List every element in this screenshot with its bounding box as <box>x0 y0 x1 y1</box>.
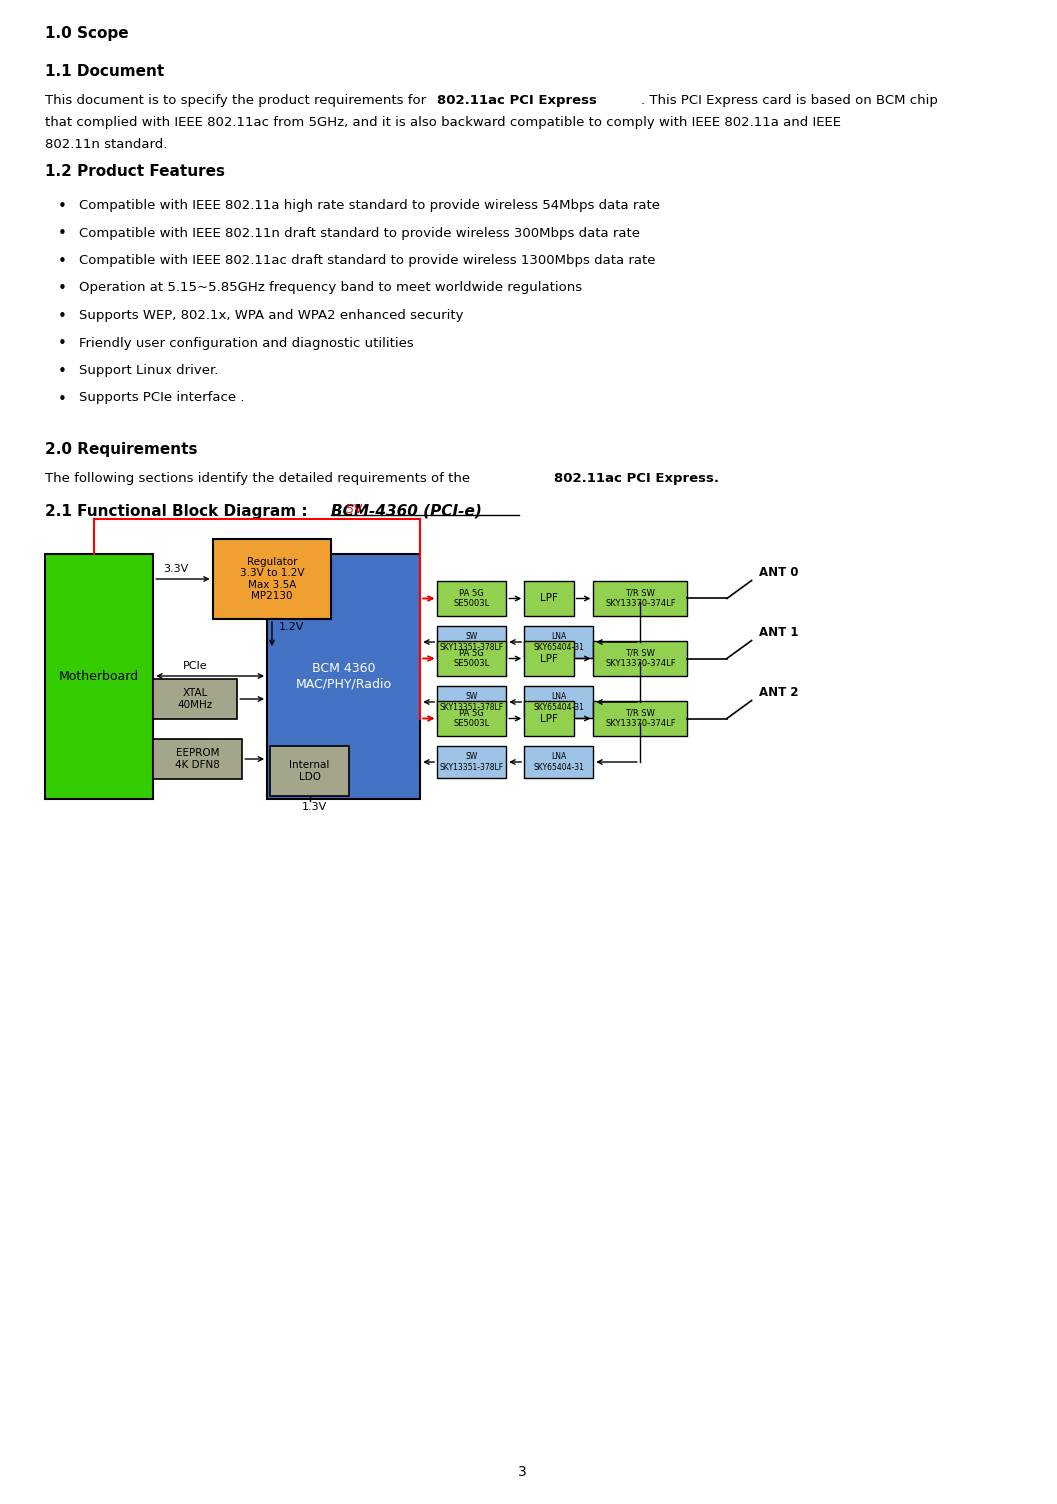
Text: that complied with IEEE 802.11ac from 5GHz, and it is also backward compatible t: that complied with IEEE 802.11ac from 5G… <box>44 116 840 129</box>
Text: 5V: 5V <box>346 502 363 516</box>
Text: Supports PCIe interface .: Supports PCIe interface . <box>79 391 244 405</box>
Text: LPF: LPF <box>540 654 558 663</box>
Text: This document is to specify the product requirements for: This document is to specify the product … <box>44 93 430 107</box>
Text: Compatible with IEEE 802.11n draft standard to provide wireless 300Mbps data rat: Compatible with IEEE 802.11n draft stand… <box>79 227 641 239</box>
Text: •: • <box>57 254 67 269</box>
Text: Compatible with IEEE 802.11ac draft standard to provide wireless 1300Mbps data r: Compatible with IEEE 802.11ac draft stan… <box>79 254 655 268</box>
Text: PA 5G
SE5003L: PA 5G SE5003L <box>453 648 489 668</box>
Text: XTAL
40MHz: XTAL 40MHz <box>178 689 212 710</box>
FancyBboxPatch shape <box>524 641 574 675</box>
Text: BCM-4360 (PCI-e): BCM-4360 (PCI-e) <box>331 504 482 519</box>
FancyBboxPatch shape <box>44 553 153 799</box>
Text: 1.2 Product Features: 1.2 Product Features <box>44 164 224 179</box>
Text: 3.3V: 3.3V <box>163 564 188 575</box>
Text: LPF: LPF <box>540 713 558 723</box>
Text: 802.11n standard.: 802.11n standard. <box>44 138 167 150</box>
Text: T/R SW
SKY13370-374LF: T/R SW SKY13370-374LF <box>605 648 675 668</box>
FancyBboxPatch shape <box>438 686 506 717</box>
Text: 1.2V: 1.2V <box>279 623 304 632</box>
FancyBboxPatch shape <box>593 581 687 617</box>
Text: LNA
SKY65404-31: LNA SKY65404-31 <box>534 632 585 651</box>
Text: Supports WEP, 802.1x, WPA and WPA2 enhanced security: Supports WEP, 802.1x, WPA and WPA2 enhan… <box>79 308 464 322</box>
FancyBboxPatch shape <box>524 626 593 657</box>
FancyBboxPatch shape <box>524 686 593 717</box>
Text: Friendly user configuration and diagnostic utilities: Friendly user configuration and diagnost… <box>79 337 414 349</box>
Text: •: • <box>57 337 67 352</box>
Text: SW
SKY13351-378LF: SW SKY13351-378LF <box>440 752 504 772</box>
FancyBboxPatch shape <box>438 746 506 778</box>
Text: SW
SKY13351-378LF: SW SKY13351-378LF <box>440 632 504 651</box>
Text: PA 5G
SE5003L: PA 5G SE5003L <box>453 588 489 608</box>
FancyBboxPatch shape <box>524 701 574 735</box>
FancyBboxPatch shape <box>438 701 506 735</box>
FancyBboxPatch shape <box>270 746 349 796</box>
Text: •: • <box>57 227 67 242</box>
Text: Motherboard: Motherboard <box>59 669 138 683</box>
Text: •: • <box>57 281 67 296</box>
Text: •: • <box>57 199 67 214</box>
Text: LNA
SKY65404-31: LNA SKY65404-31 <box>534 752 585 772</box>
FancyBboxPatch shape <box>438 641 506 675</box>
Text: LPF: LPF <box>540 594 558 603</box>
Text: . This PCI Express card is based on BCM chip: . This PCI Express card is based on BCM … <box>641 93 938 107</box>
Text: T/R SW
SKY13370-374LF: T/R SW SKY13370-374LF <box>605 708 675 728</box>
Text: 802.11ac PCI Express: 802.11ac PCI Express <box>438 93 597 107</box>
Text: The following sections identify the detailed requirements of the: The following sections identify the deta… <box>44 472 474 484</box>
Text: PCIe: PCIe <box>183 660 207 671</box>
Text: Regulator
3.3V to 1.2V
Max 3.5A
MP2130: Regulator 3.3V to 1.2V Max 3.5A MP2130 <box>240 556 304 602</box>
Text: 3: 3 <box>518 1465 527 1478</box>
FancyBboxPatch shape <box>524 581 574 617</box>
Text: Operation at 5.15~5.85GHz frequency band to meet worldwide regulations: Operation at 5.15~5.85GHz frequency band… <box>79 281 582 295</box>
Text: PA 5G
SE5003L: PA 5G SE5003L <box>453 708 489 728</box>
Text: •: • <box>57 308 67 323</box>
FancyBboxPatch shape <box>593 701 687 735</box>
Text: ANT 1: ANT 1 <box>760 627 799 639</box>
Text: 802.11ac PCI Express.: 802.11ac PCI Express. <box>554 472 719 484</box>
Text: EEPROM
4K DFN8: EEPROM 4K DFN8 <box>175 747 220 770</box>
FancyBboxPatch shape <box>212 538 331 620</box>
Text: Internal
LDO: Internal LDO <box>290 760 330 782</box>
Text: Compatible with IEEE 802.11a high rate standard to provide wireless 54Mbps data : Compatible with IEEE 802.11a high rate s… <box>79 199 661 212</box>
Text: LNA
SKY65404-31: LNA SKY65404-31 <box>534 692 585 711</box>
FancyBboxPatch shape <box>153 738 242 779</box>
Text: T/R SW
SKY13370-374LF: T/R SW SKY13370-374LF <box>605 588 675 608</box>
FancyBboxPatch shape <box>153 678 238 719</box>
Text: •: • <box>57 391 67 406</box>
FancyBboxPatch shape <box>438 581 506 617</box>
Text: ANT 2: ANT 2 <box>760 686 799 699</box>
FancyBboxPatch shape <box>438 626 506 657</box>
Text: SW
SKY13351-378LF: SW SKY13351-378LF <box>440 692 504 711</box>
Text: 1.3V: 1.3V <box>301 802 327 812</box>
Text: 1.1 Document: 1.1 Document <box>44 65 164 80</box>
Text: ANT 0: ANT 0 <box>760 567 799 579</box>
Text: BCM 4360
MAC/PHY/Radio: BCM 4360 MAC/PHY/Radio <box>296 662 392 690</box>
FancyBboxPatch shape <box>267 553 421 799</box>
Text: 2.1 Functional Block Diagram :: 2.1 Functional Block Diagram : <box>44 504 317 519</box>
Text: Support Linux driver.: Support Linux driver. <box>79 364 219 378</box>
FancyBboxPatch shape <box>593 641 687 675</box>
Text: 1.0 Scope: 1.0 Scope <box>44 26 128 41</box>
Text: 2.0 Requirements: 2.0 Requirements <box>44 442 197 457</box>
FancyBboxPatch shape <box>524 746 593 778</box>
Text: •: • <box>57 364 67 379</box>
